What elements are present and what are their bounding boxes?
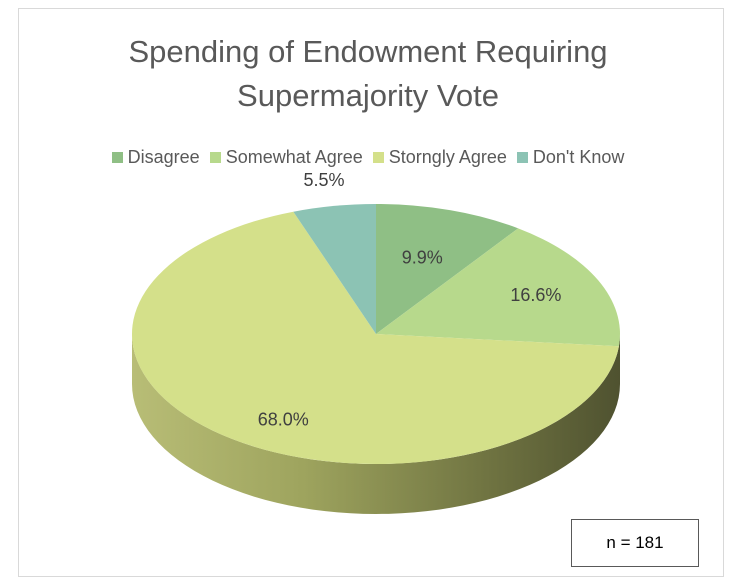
legend-item: Somewhat Agree	[209, 147, 363, 168]
data-label: 5.5%	[303, 170, 344, 190]
chart-title-line-2: Supermajority Vote	[237, 78, 499, 113]
pie-side-wall	[132, 334, 620, 514]
legend-label: Disagree	[127, 147, 200, 167]
pie-slice	[132, 211, 619, 465]
chart-title-line-1: Spending of Endowment Requiring	[128, 34, 608, 69]
legend-label: Storngly Agree	[388, 147, 507, 167]
pie-labels: 9.9% 16.6% 68.0% 5.5%	[258, 170, 562, 430]
legend-item: Disagree	[111, 147, 200, 168]
pie-slice	[293, 204, 376, 334]
legend-label: Don't Know	[532, 147, 625, 167]
legend-item: Storngly Agree	[372, 147, 507, 168]
data-label: 9.9%	[402, 247, 443, 267]
chart-title: Spending of Endowment Requiring Supermaj…	[0, 30, 736, 118]
data-label: 16.6%	[510, 285, 561, 305]
pie-slice	[376, 228, 621, 347]
pie-top	[132, 204, 621, 465]
legend-swatch	[111, 152, 123, 163]
legend-label: Somewhat Agree	[225, 147, 363, 167]
data-label: 68.0%	[258, 410, 309, 430]
pie-slice	[376, 204, 519, 334]
legend-swatch	[372, 152, 384, 163]
legend-swatch	[209, 152, 221, 163]
pie-sides	[132, 334, 620, 514]
sample-size-label: n = 181	[606, 533, 664, 552]
legend: Disagree Somewhat Agree Storngly Agree Don'…	[0, 147, 736, 168]
legend-swatch	[516, 152, 528, 163]
legend-item: Don't Know	[516, 147, 625, 168]
sample-size-box: n = 181	[571, 519, 699, 567]
